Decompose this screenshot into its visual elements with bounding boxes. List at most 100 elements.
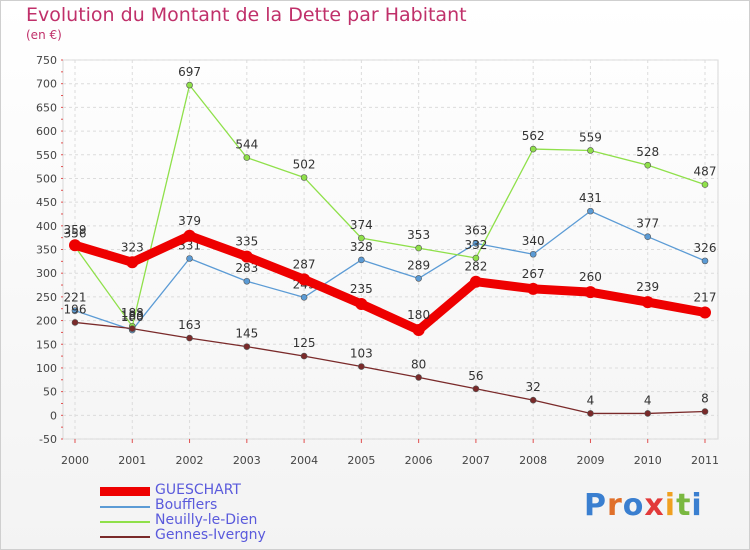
x-tick-label: 2007 [462,454,490,467]
data-label-gueschart: 239 [636,280,659,294]
data-label-neuilly-le-dien: 332 [464,238,487,252]
series-line-gennes-ivergny [74,321,706,415]
y-tick-label: 350 [36,244,57,257]
series-line-boufflers [74,210,706,331]
data-label-gueschart: 235 [350,282,373,296]
data-label-gennes-ivergny: 103 [350,347,373,361]
logo-letter: i [664,488,677,523]
logo-letter: r [607,488,623,523]
data-point-gueschart [126,256,139,269]
data-label-neuilly-le-dien: 544 [235,138,258,152]
logo-letter: P [584,488,607,523]
data-label-gennes-ivergny: 145 [235,327,258,341]
data-label-gennes-ivergny: 163 [178,318,201,332]
legend-item-boufflers: Boufflers [100,497,320,514]
data-point-gueschart [355,297,368,310]
series-line-neuilly-le-dien [74,84,706,327]
data-label-neuilly-le-dien: 356 [64,227,87,241]
x-tick-label: 2010 [634,454,662,467]
data-point-gennes-ivergny [529,396,537,404]
data-point-gueschart [412,324,425,337]
legend-swatch-boufflers [100,506,150,508]
data-point-gennes-ivergny [358,363,365,370]
x-tick-label: 2002 [176,454,204,467]
y-tick-label: 0 [50,409,57,422]
data-point-boufflers [587,207,594,215]
data-label-boufflers: 326 [694,241,717,255]
data-label-gennes-ivergny: 4 [644,393,652,407]
y-tick-label: 150 [36,338,57,351]
proxiti-logo: Proxiti [584,488,703,523]
data-point-boufflers [186,255,193,262]
x-tick-label: 2003 [233,454,261,467]
x-tick-label: 2001 [118,454,146,467]
data-label-neuilly-le-dien: 353 [407,228,430,242]
data-point-boufflers [701,257,709,265]
data-point-neuilly-le-dien [472,254,480,262]
legend-label-boufflers: Boufflers [155,497,218,513]
x-tick-label: 2005 [347,454,375,467]
legend-item-gennes-ivergny: Gennes-Ivergny [100,527,320,544]
data-label-neuilly-le-dien: 188 [121,306,144,320]
data-point-neuilly-le-dien [587,147,594,154]
data-point-boufflers [529,250,537,258]
y-tick-label: 700 [36,78,57,91]
data-point-gueschart [183,229,196,242]
data-label-gueschart: 335 [235,235,258,249]
data-point-gueschart [469,275,482,288]
data-label-boufflers: 363 [464,223,487,237]
x-tick-label: 2000 [61,454,89,467]
data-point-gennes-ivergny [472,385,480,393]
data-point-gennes-ivergny [587,410,594,417]
data-point-gennes-ivergny [243,343,251,350]
legend-label-gueschart: GUESCHART [155,482,241,498]
y-tick-label: 400 [36,220,57,233]
data-label-boufflers: 328 [350,240,373,254]
data-point-boufflers [243,277,251,285]
data-label-boufflers: 431 [579,191,602,205]
data-point-gueschart [584,286,597,299]
legend-swatch-neuilly-le-dien [100,521,150,523]
x-tick-label: 2011 [691,454,719,467]
data-label-gennes-ivergny: 196 [64,302,87,316]
legend-item-neuilly-le-dien: Neuilly-le-Dien [100,512,320,529]
data-label-boufflers: 289 [407,258,430,272]
data-point-gennes-ivergny [128,325,136,332]
y-tick-label: 450 [36,196,57,209]
data-label-neuilly-le-dien: 374 [350,218,373,232]
data-label-gennes-ivergny: 56 [468,369,483,383]
y-tick-label: 300 [36,267,57,280]
data-point-boufflers [300,294,308,301]
data-label-gueschart: 323 [121,240,144,254]
legend-item-gueschart: GUESCHART [100,482,320,499]
data-point-gueschart [527,282,540,295]
data-point-neuilly-le-dien [644,161,652,169]
data-point-neuilly-le-dien [300,174,308,181]
logo-letter: i [691,488,703,523]
data-point-gueschart [298,273,311,286]
data-label-boufflers: 377 [636,217,659,231]
legend-label-neuilly-le-dien: Neuilly-le-Dien [155,512,258,528]
data-point-boufflers [415,275,422,282]
data-label-neuilly-le-dien: 697 [178,65,201,79]
data-point-boufflers [71,307,79,314]
data-label-boufflers: 283 [235,261,258,275]
data-point-gennes-ivergny [300,352,308,360]
y-tick-label: 650 [36,101,57,114]
data-label-neuilly-le-dien: 487 [694,165,717,179]
data-point-neuilly-le-dien [529,145,537,153]
y-tick-label: 500 [36,172,57,185]
data-point-gennes-ivergny [71,319,79,326]
y-tick-label: -50 [39,433,57,446]
x-tick-label: 2009 [576,454,604,467]
logo-letter: x [644,488,665,523]
data-label-gennes-ivergny: 125 [293,336,316,350]
data-label-neuilly-le-dien: 562 [522,129,545,143]
y-tick-label: 100 [36,362,57,375]
data-label-gueschart: 180 [407,308,430,322]
data-label-gueschart: 260 [579,270,602,284]
y-tick-label: 200 [36,315,57,328]
data-point-neuilly-le-dien [415,244,422,252]
data-point-boufflers [358,256,365,264]
